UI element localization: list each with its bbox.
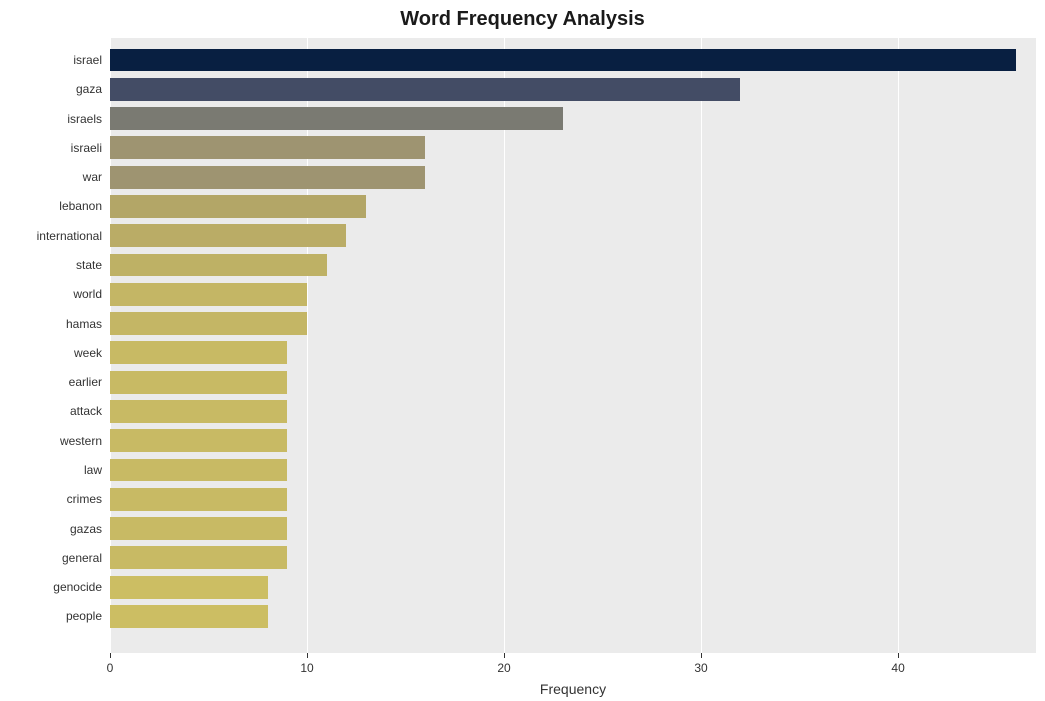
chart-title: Word Frequency Analysis bbox=[0, 8, 1045, 31]
y-tick-label: general bbox=[0, 551, 102, 565]
bar bbox=[110, 605, 268, 628]
y-tick-label: western bbox=[0, 434, 102, 448]
x-axis-label: Frequency bbox=[110, 681, 1036, 697]
x-tick-label: 30 bbox=[694, 661, 707, 675]
x-tick-label: 10 bbox=[300, 661, 313, 675]
y-tick-label: israel bbox=[0, 53, 102, 67]
plot-area bbox=[110, 38, 1036, 653]
bar bbox=[110, 341, 287, 364]
x-tick-label: 20 bbox=[497, 661, 510, 675]
bar bbox=[110, 283, 307, 306]
y-tick-label: law bbox=[0, 463, 102, 477]
y-tick-label: gaza bbox=[0, 82, 102, 96]
gridline bbox=[701, 38, 702, 653]
x-tick-mark bbox=[110, 653, 111, 658]
y-tick-label: people bbox=[0, 609, 102, 623]
x-tick-mark bbox=[307, 653, 308, 658]
y-tick-label: week bbox=[0, 346, 102, 360]
y-tick-label: gazas bbox=[0, 522, 102, 536]
gridline bbox=[898, 38, 899, 653]
bar bbox=[110, 49, 1016, 72]
x-tick-label: 40 bbox=[891, 661, 904, 675]
bar bbox=[110, 166, 425, 189]
bar bbox=[110, 107, 563, 130]
gridline bbox=[307, 38, 308, 653]
x-tick-label: 0 bbox=[107, 661, 114, 675]
bar bbox=[110, 459, 287, 482]
x-tick-mark bbox=[701, 653, 702, 658]
y-tick-label: earlier bbox=[0, 375, 102, 389]
y-tick-label: israels bbox=[0, 112, 102, 126]
y-tick-label: genocide bbox=[0, 580, 102, 594]
bar bbox=[110, 488, 287, 511]
y-tick-label: hamas bbox=[0, 317, 102, 331]
x-tick-mark bbox=[504, 653, 505, 658]
chart-container: Word Frequency Analysis Frequency 0 10 20 3… bbox=[0, 0, 1045, 701]
y-tick-label: war bbox=[0, 170, 102, 184]
bar bbox=[110, 371, 287, 394]
y-tick-label: attack bbox=[0, 404, 102, 418]
bar bbox=[110, 517, 287, 540]
bar bbox=[110, 312, 307, 335]
bar bbox=[110, 429, 287, 452]
y-tick-label: israeli bbox=[0, 141, 102, 155]
bar bbox=[110, 195, 366, 218]
bar bbox=[110, 136, 425, 159]
y-tick-label: crimes bbox=[0, 492, 102, 506]
y-tick-label: state bbox=[0, 258, 102, 272]
y-tick-label: lebanon bbox=[0, 199, 102, 213]
x-tick-mark bbox=[898, 653, 899, 658]
bar bbox=[110, 254, 327, 277]
bar bbox=[110, 546, 287, 569]
bar bbox=[110, 576, 268, 599]
y-tick-label: international bbox=[0, 229, 102, 243]
bar bbox=[110, 400, 287, 423]
y-tick-label: world bbox=[0, 287, 102, 301]
bar bbox=[110, 78, 740, 101]
bar bbox=[110, 224, 346, 247]
gridline bbox=[504, 38, 505, 653]
